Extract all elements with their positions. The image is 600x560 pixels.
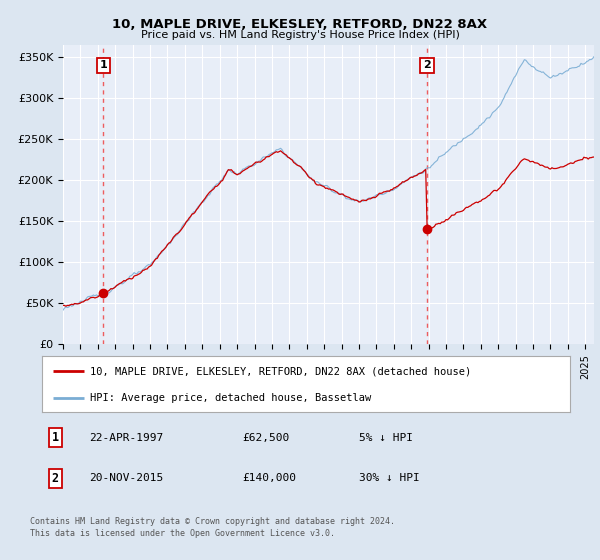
Text: 22-APR-1997: 22-APR-1997 (89, 433, 164, 443)
Text: 10, MAPLE DRIVE, ELKESLEY, RETFORD, DN22 8AX: 10, MAPLE DRIVE, ELKESLEY, RETFORD, DN22… (112, 17, 488, 31)
Text: 1: 1 (100, 60, 107, 71)
Text: 30% ↓ HPI: 30% ↓ HPI (359, 473, 419, 483)
Text: 20-NOV-2015: 20-NOV-2015 (89, 473, 164, 483)
Text: £140,000: £140,000 (242, 473, 296, 483)
Text: Price paid vs. HM Land Registry's House Price Index (HPI): Price paid vs. HM Land Registry's House … (140, 30, 460, 40)
Text: HPI: Average price, detached house, Bassetlaw: HPI: Average price, detached house, Bass… (89, 393, 371, 403)
Text: 10, MAPLE DRIVE, ELKESLEY, RETFORD, DN22 8AX (detached house): 10, MAPLE DRIVE, ELKESLEY, RETFORD, DN22… (89, 366, 471, 376)
Text: 2: 2 (52, 472, 59, 485)
Text: 5% ↓ HPI: 5% ↓ HPI (359, 433, 413, 443)
Text: 1: 1 (52, 431, 59, 445)
Text: 2: 2 (423, 60, 431, 71)
Text: This data is licensed under the Open Government Licence v3.0.: This data is licensed under the Open Gov… (30, 530, 335, 539)
Text: Contains HM Land Registry data © Crown copyright and database right 2024.: Contains HM Land Registry data © Crown c… (30, 516, 395, 526)
Text: £62,500: £62,500 (242, 433, 290, 443)
